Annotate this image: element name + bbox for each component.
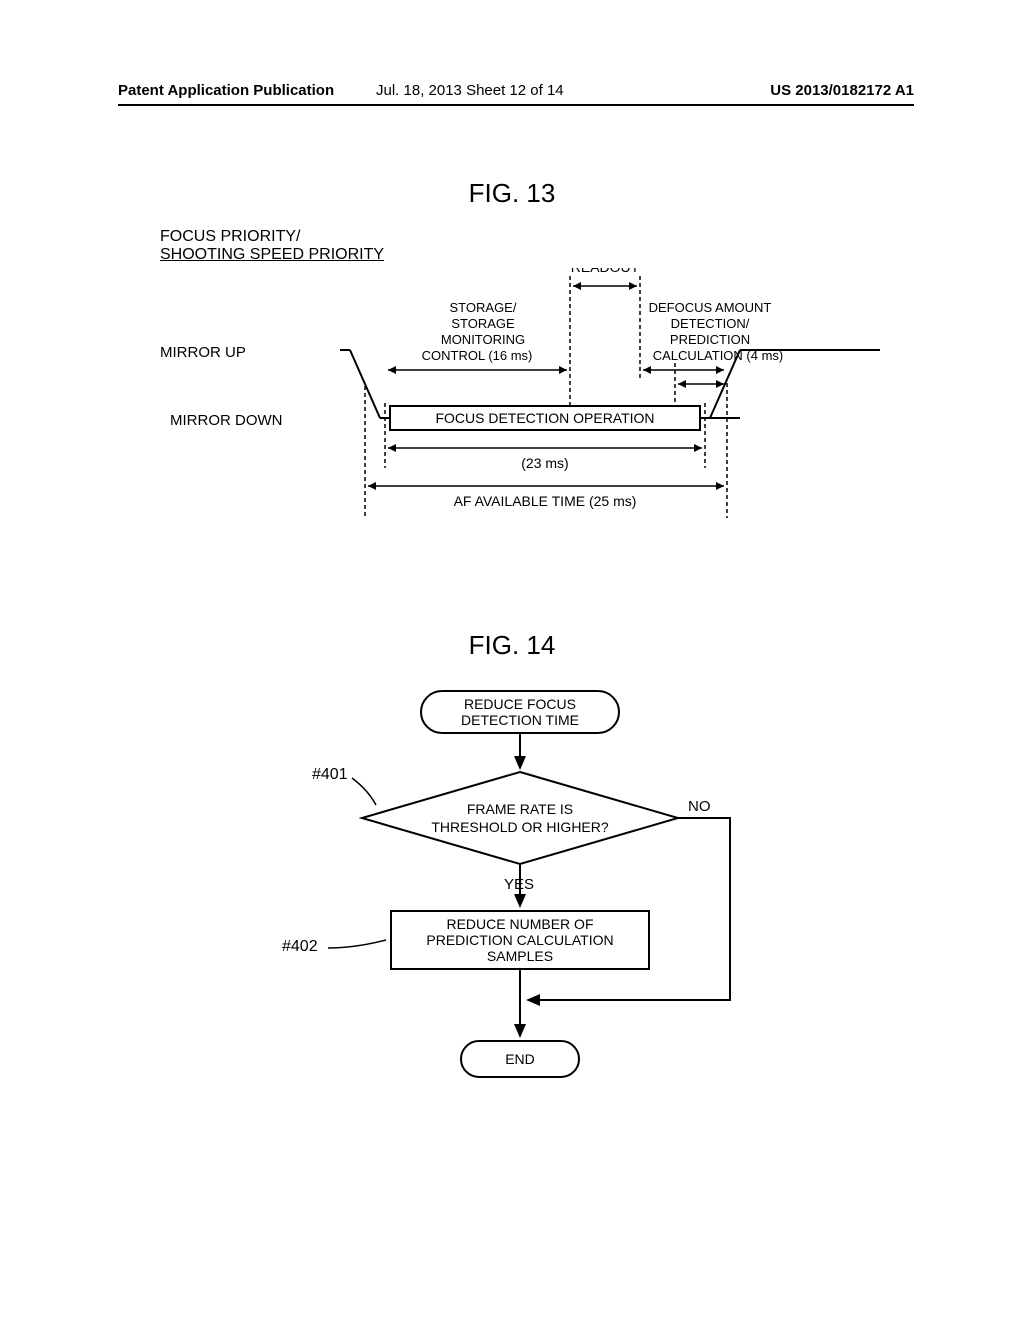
svg-text:FRAME RATE IS: FRAME RATE IS: [467, 801, 573, 817]
fig13-subtitle: FOCUS PRIORITY/ SHOOTING SPEED PRIORITY: [160, 228, 384, 264]
svg-text:CALCULATION (4 ms): CALCULATION (4 ms): [653, 348, 784, 363]
fig13-subtitle-l2: SHOOTING SPEED PRIORITY: [160, 246, 384, 263]
header-right: US 2013/0182172 A1: [770, 82, 914, 99]
fig14-arrows-svg: FRAME RATE IS THRESHOLD OR HIGHER?: [260, 690, 800, 1110]
svg-text:THRESHOLD OR HIGHER?: THRESHOLD OR HIGHER?: [431, 819, 609, 835]
svg-text:(23 ms): (23 ms): [521, 455, 568, 471]
svg-text:STORAGE/: STORAGE/: [450, 300, 517, 315]
header-left: Patent Application Publication: [118, 82, 334, 99]
svg-text:CONTROL (16 ms): CONTROL (16 ms): [422, 348, 533, 363]
readout-label: READOUT: [571, 268, 640, 275]
svg-text:FOCUS DETECTION OPERATION: FOCUS DETECTION OPERATION: [435, 410, 654, 426]
svg-text:DEFOCUS AMOUNT: DEFOCUS AMOUNT: [649, 300, 772, 315]
page-header: Patent Application Publication Jul. 18, …: [118, 82, 914, 106]
fig13-timing-svg: READOUT STORAGE/ STORAGE MONITORING CONT…: [340, 268, 880, 528]
mirror-up-label: MIRROR UP: [160, 344, 246, 361]
svg-text:AF AVAILABLE TIME (25 ms): AF AVAILABLE TIME (25 ms): [454, 493, 637, 509]
fig14-flowchart: REDUCE FOCUS DETECTION TIME #401 #402 NO…: [260, 690, 800, 1110]
mirror-down-label: MIRROR DOWN: [170, 412, 283, 429]
fig13-title: FIG. 13: [469, 178, 556, 209]
svg-text:STORAGE: STORAGE: [451, 316, 515, 331]
header-mid: Jul. 18, 2013 Sheet 12 of 14: [376, 82, 564, 99]
svg-text:DETECTION/: DETECTION/: [671, 316, 750, 331]
svg-text:MONITORING: MONITORING: [441, 332, 525, 347]
fig13-diagram: FOCUS PRIORITY/ SHOOTING SPEED PRIORITY …: [160, 228, 880, 548]
svg-text:PREDICTION: PREDICTION: [670, 332, 750, 347]
fig14-title: FIG. 14: [469, 630, 556, 661]
fig13-subtitle-l1: FOCUS PRIORITY/: [160, 228, 300, 245]
